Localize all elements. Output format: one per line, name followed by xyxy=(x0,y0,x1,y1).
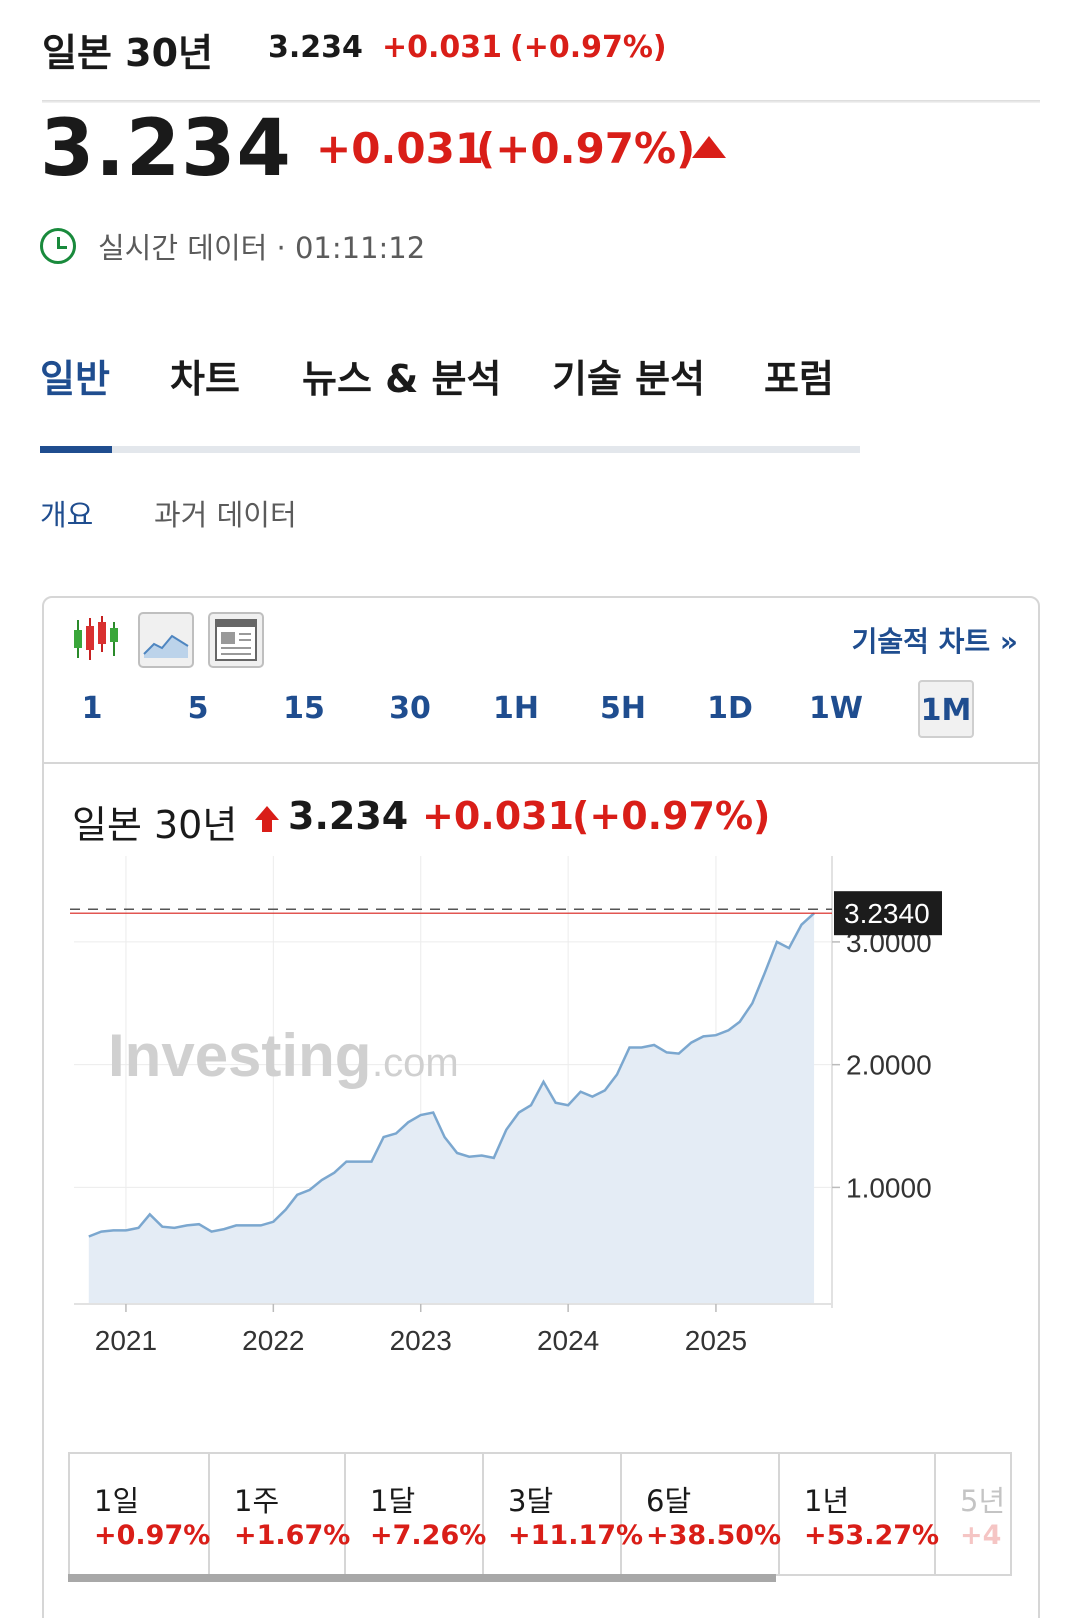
perf-label: 5년 xyxy=(960,1484,1006,1518)
tab-news-analysis[interactable]: 뉴스 & 분석 xyxy=(302,357,502,401)
current-value-box xyxy=(834,891,942,936)
performance-strip: 1일 +0.97% 1주 +1.67% 1달 +7.26% 3달 +11.17%… xyxy=(68,1452,1012,1576)
price-change: +0.031 xyxy=(316,124,485,173)
instrument-name: 일본 30년 xyxy=(42,31,213,75)
period-1w[interactable]: 1W xyxy=(809,691,863,726)
table-icon[interactable] xyxy=(208,612,264,668)
perf-value: +0.97% xyxy=(94,1520,211,1551)
chart-price: 3.234 xyxy=(288,794,409,838)
perf-label: 3달 xyxy=(508,1484,554,1518)
period-1h[interactable]: 1H xyxy=(493,691,539,726)
perf-value: +7.26% xyxy=(370,1520,487,1551)
perf-value: +38.50% xyxy=(646,1520,782,1551)
period-5[interactable]: 5 xyxy=(187,691,209,726)
realtime-status: 실시간 데이터 · 01:11:12 xyxy=(40,226,425,266)
period-5h[interactable]: 5H xyxy=(600,691,646,726)
perf-cell-6m[interactable]: 6달 +38.50% xyxy=(622,1454,782,1574)
performance-scrollbar[interactable] xyxy=(68,1574,776,1582)
tab-technical-analysis[interactable]: 기술 분석 xyxy=(552,357,706,401)
perf-label: 1주 xyxy=(234,1484,280,1518)
perf-value: +4 xyxy=(960,1520,1002,1551)
area-fill xyxy=(88,913,815,1304)
price-change-percent: (+0.97%) xyxy=(476,124,696,173)
perf-label: 1달 xyxy=(370,1484,416,1518)
perf-cell-5y[interactable]: 5년 +4 xyxy=(936,1454,1010,1574)
perf-cell-3m[interactable]: 3달 +11.17% xyxy=(484,1454,643,1574)
sticky-quote-header: 일본 30년 3.234 +0.031 (+0.97%) xyxy=(0,0,1080,103)
chart-widget: 기술적 차트 » 1 5 15 30 1H 5H 1D 1W 1M 일본 30년… xyxy=(42,596,1040,1618)
perf-label: 1년 xyxy=(804,1484,850,1518)
last-price: 3.234 xyxy=(40,104,292,194)
period-15[interactable]: 15 xyxy=(283,691,325,726)
watermark-suffix: .com xyxy=(372,1041,459,1085)
period-1d[interactable]: 1D xyxy=(707,691,753,726)
perf-value: +1.67% xyxy=(234,1520,351,1551)
area-chart-icon[interactable] xyxy=(138,612,194,668)
x-tick-label: 2022 xyxy=(242,1325,304,1356)
header-divider xyxy=(42,100,1040,103)
up-arrow-icon xyxy=(255,806,279,832)
perf-cell-1m[interactable]: 1달 +7.26% xyxy=(346,1454,487,1574)
technical-chart-link[interactable]: 기술적 차트 » xyxy=(851,625,1018,658)
perf-cell-1y[interactable]: 1년 +53.27% xyxy=(780,1454,940,1574)
tab-forum[interactable]: 포럼 xyxy=(764,357,834,401)
clock-icon xyxy=(40,228,76,264)
header-change-percent: (+0.97%) xyxy=(510,30,667,65)
y-tick-label: 2.0000 xyxy=(846,1050,932,1081)
perf-value: +53.27% xyxy=(804,1520,940,1551)
chart-change-percent: (+0.97%) xyxy=(572,794,771,838)
perf-value: +11.17% xyxy=(508,1520,644,1551)
period-selector: 1 5 15 30 1H 5H 1D 1W 1M xyxy=(44,680,1038,742)
perf-label: 1일 xyxy=(94,1484,140,1518)
investing-watermark: Investing xyxy=(108,1022,371,1089)
candlestick-icon[interactable] xyxy=(70,612,126,668)
header-change: +0.031 xyxy=(382,30,503,65)
perf-cell-1w[interactable]: 1주 +1.67% xyxy=(210,1454,350,1574)
x-tick-label: 2024 xyxy=(537,1325,599,1356)
period-30[interactable]: 30 xyxy=(389,691,431,726)
chart-change: +0.031 xyxy=(422,794,575,838)
tab-indicator xyxy=(40,446,112,453)
tab-general[interactable]: 일반 xyxy=(40,357,110,401)
header-price: 3.234 xyxy=(268,30,363,65)
subtab-historical-data[interactable]: 과거 데이터 xyxy=(154,498,297,532)
tab-chart[interactable]: 차트 xyxy=(170,357,240,401)
up-arrow-icon xyxy=(692,136,726,158)
realtime-status-text: 실시간 데이터 · 01:11:12 xyxy=(98,231,426,265)
x-tick-label: 2023 xyxy=(390,1325,452,1356)
y-tick-label: 1.0000 xyxy=(846,1172,932,1203)
x-tick-label: 2025 xyxy=(685,1325,747,1356)
widget-divider xyxy=(44,762,1038,764)
perf-label: 6달 xyxy=(646,1484,692,1518)
price-area-chart[interactable]: Investing .com1.00002.00003.00003.2340202… xyxy=(44,598,1038,1448)
perf-cell-1d[interactable]: 1일 +0.97% xyxy=(70,1454,210,1574)
subtab-overview[interactable]: 개요 xyxy=(40,498,94,532)
x-tick-label: 2021 xyxy=(95,1325,157,1356)
price-line xyxy=(88,912,815,1238)
tab-indicator-track xyxy=(40,446,860,453)
period-1m[interactable]: 1M xyxy=(918,680,974,738)
period-1[interactable]: 1 xyxy=(81,691,103,726)
chart-instrument-name: 일본 30년 xyxy=(72,803,238,847)
current-value-label: 3.2340 xyxy=(844,898,930,929)
